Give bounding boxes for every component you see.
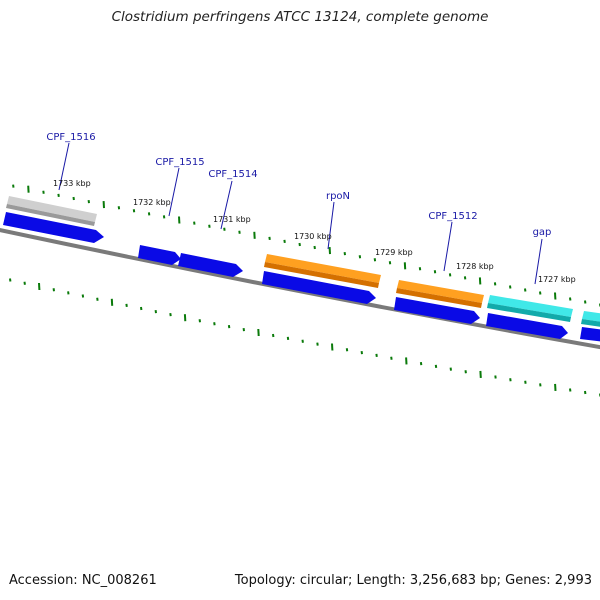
gene-label-rpon[interactable]: rpoN	[326, 191, 350, 202]
gene-label-cpf1514[interactable]: CPF_1514	[208, 169, 257, 180]
gene-block-rpon[interactable]	[264, 254, 381, 288]
gene-block-edge[interactable]	[581, 311, 600, 327]
cds-arrow-rpon[interactable]	[262, 271, 376, 304]
cds-arrow-gap[interactable]	[486, 313, 568, 339]
kbp-label-1731: 1731 kbp	[213, 215, 251, 224]
gene-block-gap[interactable]	[487, 295, 573, 322]
gene-block-cpf1512[interactable]	[396, 280, 484, 308]
genome-summary: Topology: circular; Length: 3,256,683 bp…	[234, 573, 592, 588]
kbp-label-1733: 1733 kbp	[53, 179, 91, 188]
label-leaders	[58, 142, 543, 285]
cds-arrow-cpf1516[interactable]	[3, 212, 104, 243]
feature-track	[6, 196, 600, 327]
cds-arrow-edge[interactable]	[580, 327, 600, 342]
cds-arrow-cpf1515[interactable]	[138, 245, 181, 265]
gene-label-cpf1515[interactable]: CPF_1515	[155, 157, 204, 168]
map-title: Clostridium perfringens ATCC 13124, comp…	[111, 9, 489, 25]
kbp-label-1732: 1732 kbp	[133, 198, 171, 207]
gene-block-cpf1516[interactable]	[6, 196, 97, 226]
upper-tick-track	[12, 184, 600, 307]
gene-label-cpf1512[interactable]: CPF_1512	[428, 211, 477, 222]
cds-arrow-cpf1512[interactable]	[394, 297, 480, 324]
gene-label-gap[interactable]: gap	[533, 227, 552, 238]
kbp-label-1730: 1730 kbp	[294, 232, 332, 241]
cds-track	[3, 212, 600, 342]
lower-tick-track	[9, 278, 600, 397]
cds-arrow-cpf1514[interactable]	[178, 253, 243, 277]
gene-label-cpf1516[interactable]: CPF_1516	[46, 132, 95, 143]
kbp-label-1727: 1727 kbp	[538, 275, 576, 284]
kbp-label-1728: 1728 kbp	[456, 262, 494, 271]
kbp-label-1729: 1729 kbp	[375, 248, 413, 257]
accession-label: Accession: NC_008261	[9, 573, 157, 588]
genome-backbone	[0, 228, 600, 350]
